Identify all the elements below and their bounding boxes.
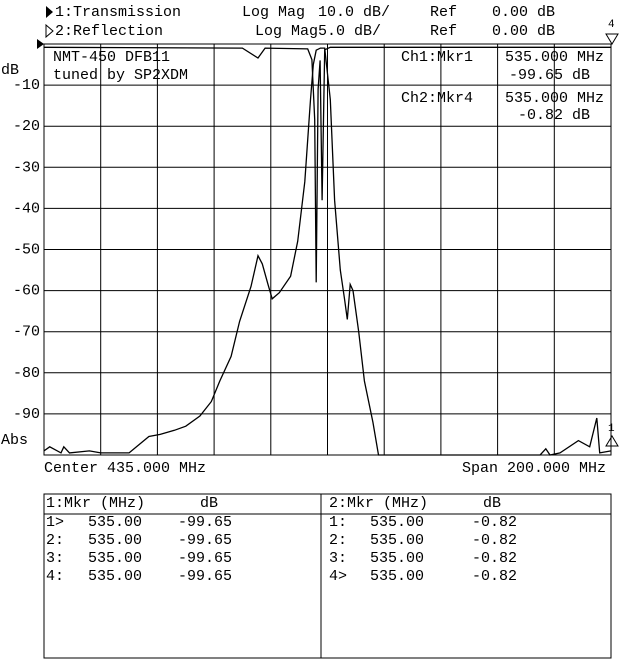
table-cell: -0.82 — [472, 532, 517, 549]
trace — [43, 46, 611, 283]
marker-label: Ch1:Mkr1 — [401, 49, 473, 66]
table-cell: -0.82 — [472, 550, 517, 567]
table-cell: 4> — [329, 568, 347, 585]
y-tick-label: -70 — [13, 324, 40, 341]
marker-label: Ch2:Mkr4 — [401, 90, 473, 107]
table-header: 2:Mkr (MHz) — [329, 495, 428, 512]
table-cell: 535.00 — [370, 514, 424, 531]
table-header: dB — [200, 495, 218, 512]
edge-label: 4 — [608, 19, 615, 31]
table-cell: -99.65 — [178, 568, 232, 585]
y-tick-label: -50 — [13, 241, 40, 258]
channel-ref-label: Ref — [430, 4, 457, 21]
channel-label: 1:Transmission — [55, 4, 181, 21]
table-cell: 535.00 — [370, 568, 424, 585]
y-tick-label: -40 — [13, 200, 40, 217]
table-cell: 535.00 — [370, 550, 424, 567]
channel-scale: 10.0 dB/ — [318, 4, 390, 21]
marker-value: -99.65 dB — [509, 67, 590, 84]
y-tick-label: -20 — [13, 118, 40, 135]
annotation: NMT-450 DFB11 — [53, 49, 170, 66]
table-cell: 535.00 — [88, 532, 142, 549]
span-label: Span 200.000 MHz — [462, 460, 606, 477]
marker-freq: 535.000 MHz — [505, 49, 604, 66]
table-cell: -99.65 — [178, 532, 232, 549]
table-cell: 535.00 — [88, 568, 142, 585]
marker-freq: 535.000 MHz — [505, 90, 604, 107]
channel-ref: 0.00 dB — [492, 23, 555, 40]
trace — [43, 47, 612, 456]
table-header: dB — [483, 495, 501, 512]
table-header: 1:Mkr (MHz) — [46, 495, 145, 512]
table-cell: 535.00 — [88, 514, 142, 531]
annotation: tuned by SP2XDM — [53, 67, 188, 84]
ch2-indicator — [45, 23, 54, 39]
table-cell: -99.65 — [178, 514, 232, 531]
table-cell: 535.00 — [370, 532, 424, 549]
y-tick-label: -10 — [13, 77, 40, 94]
table-cell: 2: — [46, 532, 64, 549]
channel-format: Log Mag — [255, 23, 318, 40]
channel-label: 2:Reflection — [55, 23, 163, 40]
channel-ref: 0.00 dB — [492, 4, 555, 21]
channel-format: Log Mag — [242, 4, 305, 21]
table-frame — [43, 493, 612, 659]
marker-value: -0.82 dB — [518, 107, 590, 124]
y-tick-label: -60 — [13, 283, 40, 300]
y-tick-label: -90 — [13, 406, 40, 423]
center-label: Center 435.000 MHz — [44, 460, 206, 477]
table-cell: 3: — [46, 550, 64, 567]
table-cell: -0.82 — [472, 568, 517, 585]
ch1-indicator — [46, 6, 53, 18]
y-tick-label: -30 — [13, 159, 40, 176]
table-cell: -99.65 — [178, 550, 232, 567]
channel-scale: 5.0 dB/ — [318, 23, 381, 40]
table-cell: -0.82 — [472, 514, 517, 531]
table-cell: 3: — [329, 550, 347, 567]
y-bottom-label: Abs — [1, 432, 28, 449]
table-cell: 535.00 — [88, 550, 142, 567]
channel-ref-label: Ref — [430, 23, 457, 40]
y-axis-label: dB — [1, 62, 19, 79]
table-cell: 2: — [329, 532, 347, 549]
table-cell: 1: — [329, 514, 347, 531]
edge-label: 1 — [608, 423, 615, 435]
edge-marker — [605, 33, 619, 45]
edge-marker — [605, 435, 619, 447]
y-tick-label: -80 — [13, 365, 40, 382]
table-cell: 1> — [46, 514, 64, 531]
table-cell: 4: — [46, 568, 64, 585]
ref-indicator — [37, 39, 44, 49]
